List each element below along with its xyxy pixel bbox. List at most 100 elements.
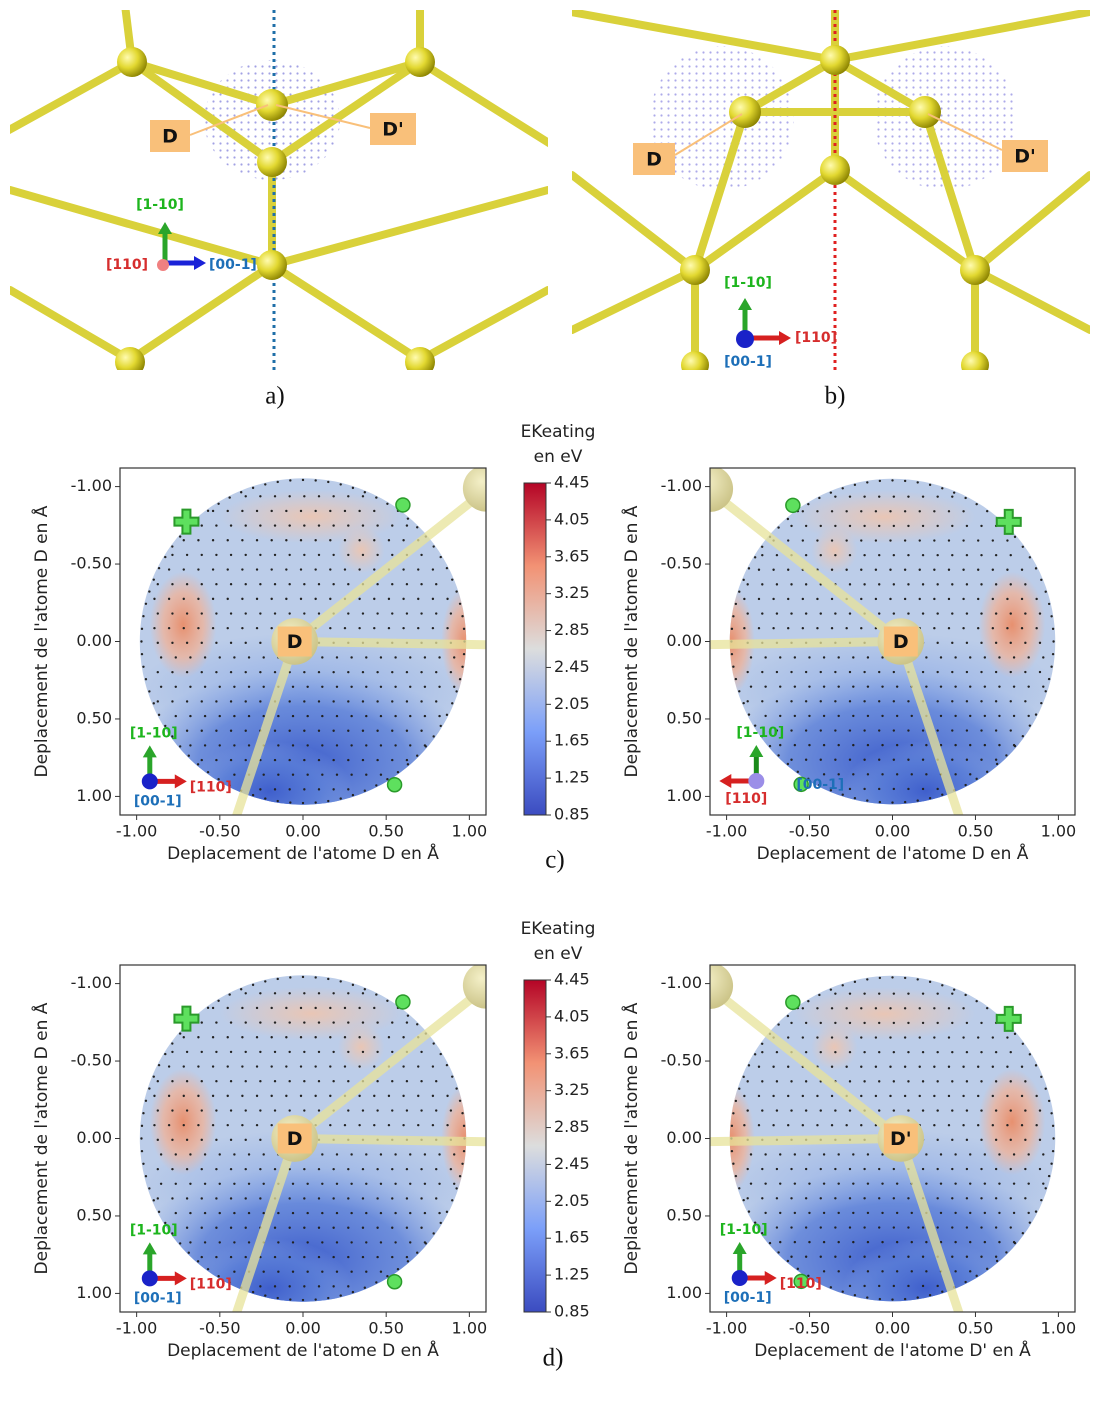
sample-point <box>288 788 291 791</box>
sample-point <box>845 1124 848 1127</box>
map-region <box>978 571 1046 679</box>
sample-point <box>157 713 161 717</box>
map-region <box>842 1238 1009 1302</box>
sample-point <box>866 1182 870 1185</box>
neighbor-atom <box>710 965 734 1009</box>
sample-point <box>743 597 746 601</box>
sample-point <box>757 627 761 630</box>
sample-point <box>903 539 907 542</box>
sample-point <box>921 495 925 498</box>
sample-point <box>453 685 456 688</box>
sample-point <box>273 1050 277 1054</box>
sample-point <box>445 566 449 570</box>
sample-point <box>746 700 749 703</box>
sample-point <box>1027 1182 1030 1185</box>
sample-point <box>277 1241 280 1244</box>
sample-point <box>1006 597 1009 601</box>
sample-point <box>816 1007 819 1010</box>
sample-point <box>1050 1162 1053 1165</box>
sample-point <box>405 1255 409 1259</box>
sample-point <box>317 788 321 791</box>
sample-point <box>449 670 453 674</box>
sample-point <box>255 539 259 542</box>
sample-point <box>793 1153 797 1156</box>
sample-point <box>317 1285 321 1288</box>
sample-point <box>1009 1197 1012 1200</box>
sample-point <box>343 509 347 513</box>
sample-point <box>954 1182 957 1185</box>
sample-point <box>777 1251 780 1254</box>
sample-point <box>317 670 321 674</box>
x-tick-label: 1.00 <box>1041 822 1077 841</box>
x-axis-label: Deplacement de l'atome D en Å <box>167 1339 439 1361</box>
sample-point <box>991 627 995 630</box>
sample-point <box>416 754 419 757</box>
plot-area: D'[1-10][110][00-1] <box>710 965 1056 1312</box>
sample-point <box>259 1197 262 1200</box>
sample-point <box>420 1226 423 1229</box>
sample-point <box>866 773 870 776</box>
sample-point <box>822 714 826 718</box>
sample-point <box>189 656 192 659</box>
sample-point <box>247 1241 251 1244</box>
sample-point <box>182 1123 185 1127</box>
sample-point <box>965 1109 969 1112</box>
sample-point <box>848 583 852 586</box>
label-box <box>1002 140 1048 172</box>
sample-point <box>841 984 844 987</box>
sample-point <box>1038 641 1042 645</box>
map-region <box>149 571 217 679</box>
sample-point <box>185 1109 189 1112</box>
sample-point <box>332 788 335 791</box>
sample-point <box>156 1197 159 1200</box>
sample-point <box>848 1284 852 1288</box>
sample-point <box>881 743 884 747</box>
sample-point <box>417 1094 420 1098</box>
sample-point <box>140 627 144 631</box>
sample-point <box>852 656 855 659</box>
sample-point <box>273 612 277 615</box>
sample-point <box>376 1109 379 1112</box>
sample-point <box>303 788 306 791</box>
sample-point <box>1009 612 1012 615</box>
sample-point <box>259 670 262 674</box>
sample-point <box>1020 627 1024 630</box>
sample-point <box>203 1241 207 1244</box>
sample-point <box>907 758 910 761</box>
sample-point <box>747 1210 751 1213</box>
sample-point <box>834 1255 837 1258</box>
sample-point <box>1006 1094 1009 1098</box>
sample-point <box>301 801 305 805</box>
sample-point <box>892 729 896 732</box>
sample-point <box>200 583 203 586</box>
sample-point <box>361 1109 365 1112</box>
atom-label: D <box>646 149 662 171</box>
sample-point <box>881 1182 884 1185</box>
sample-point <box>1012 1182 1016 1185</box>
sample-point <box>171 700 174 703</box>
sample-point <box>438 1182 441 1185</box>
sample-point <box>361 553 365 557</box>
sample-point <box>285 539 288 542</box>
sample-point <box>178 535 182 538</box>
bond <box>232 1137 299 1312</box>
sample-point <box>317 553 321 557</box>
sample-point <box>746 583 749 586</box>
sample-point <box>1012 1211 1016 1215</box>
sample-point <box>387 597 391 601</box>
sample-point <box>801 1036 805 1039</box>
sample-point <box>200 1109 203 1112</box>
sample-point <box>438 685 441 688</box>
sample-point <box>790 1167 793 1171</box>
sample-point <box>157 1063 161 1067</box>
sample-point <box>918 1036 921 1039</box>
sample-point <box>775 1167 779 1171</box>
sample-point <box>1042 1153 1045 1156</box>
sample-point <box>273 1167 277 1171</box>
sample-point <box>772 1094 775 1098</box>
sample-point <box>335 1153 339 1156</box>
sample-point <box>363 988 367 991</box>
sample-point <box>891 479 894 482</box>
sample-point <box>1024 1197 1027 1200</box>
